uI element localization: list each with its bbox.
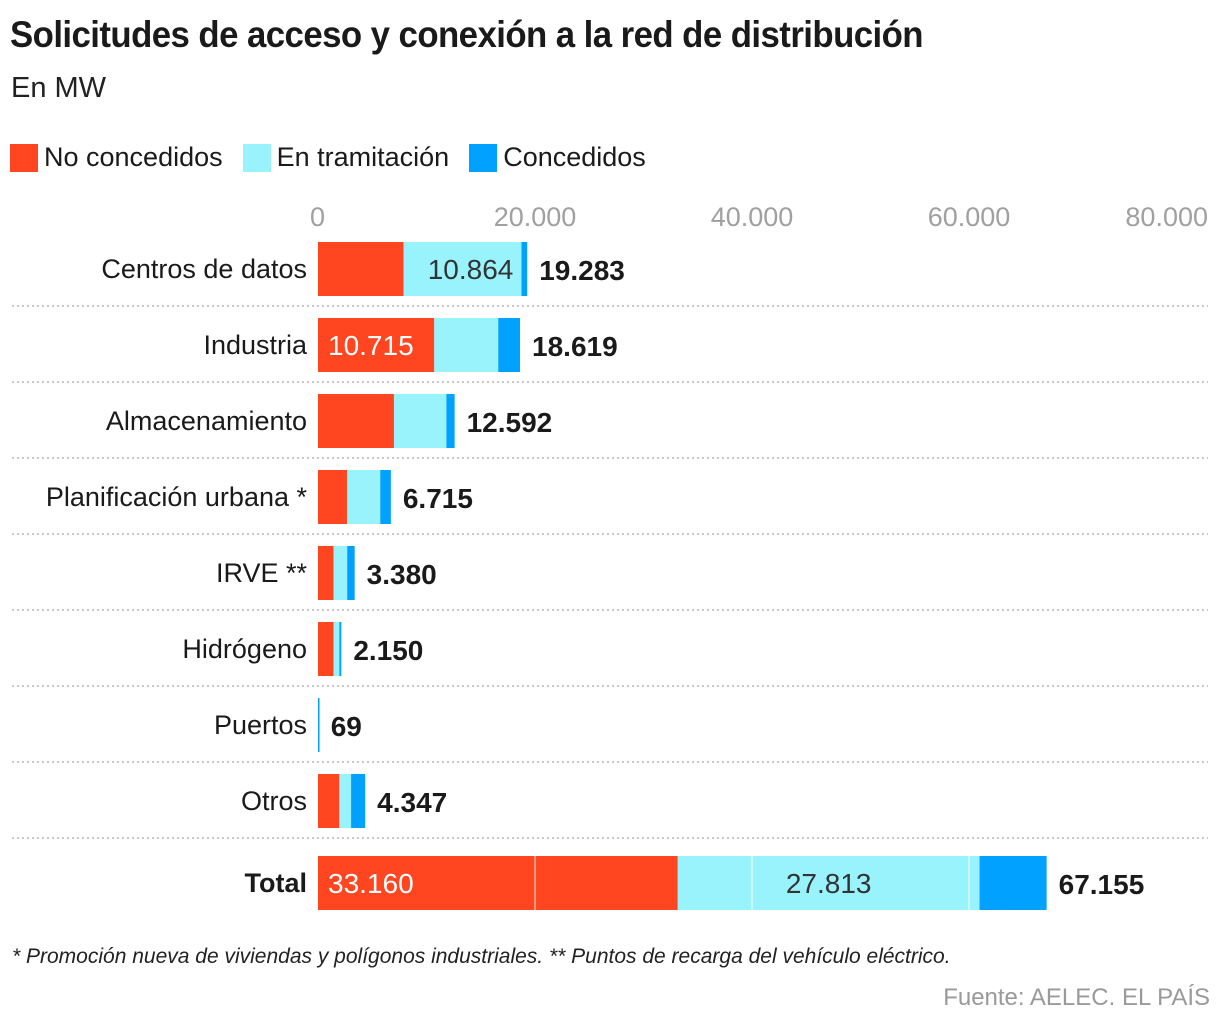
bar-segment-no-concedidos	[318, 856, 678, 910]
footnote: * Promoción nueva de viviendas y polígon…	[12, 945, 951, 968]
bar-segment-concedidos	[347, 546, 355, 600]
total-value-label: 67.155	[1059, 869, 1145, 900]
bar-segment-concedidos	[979, 856, 1047, 910]
total-value-label: 2.150	[353, 635, 423, 666]
total-value-label: 18.619	[532, 331, 618, 362]
total-value-label: 6.715	[403, 483, 473, 514]
legend-item-en-tramitacion: En tramitación	[242, 142, 450, 173]
category-label: Centros de datos	[101, 254, 307, 284]
bar-segment-en-tramitación	[677, 856, 980, 910]
category-label: Industria	[203, 330, 308, 360]
category-label: Hidrógeno	[182, 634, 307, 664]
total-value-label: 69	[331, 711, 362, 742]
bar-segment-concedidos	[351, 774, 366, 828]
bar-segment-en-tramitación	[434, 318, 499, 372]
bar-segment-no-concedidos	[318, 622, 334, 676]
category-label: Planificación urbana *	[46, 482, 308, 512]
category-label: Almacenamiento	[106, 406, 307, 436]
bar-segment-en-tramitación	[339, 774, 352, 828]
chart-plot: 0 20.000 40.000 60.000 80.000 Centros de dato…	[12, 202, 1208, 910]
segment-label: 10.715	[328, 330, 414, 361]
bar-segment-no-concedidos	[318, 774, 340, 828]
category-label: Puertos	[214, 710, 307, 740]
x-tick-label: 0	[310, 202, 325, 232]
bar-segment-concedidos	[380, 470, 391, 524]
total-value-label: 3.380	[367, 559, 437, 590]
bar-segment-concedidos	[446, 394, 455, 448]
chart-title: Solicitudes de acceso y conexión a la re…	[10, 14, 924, 55]
category-label: Total	[245, 868, 308, 898]
total-value-label: 19.283	[539, 255, 625, 286]
bar-segment-en-tramitación	[333, 546, 348, 600]
legend-swatch-en-tramitacion	[242, 143, 271, 172]
x-tick-label: 80.000	[1125, 202, 1208, 232]
bar-segment-concedidos	[339, 622, 342, 676]
category-label: IRVE **	[216, 558, 308, 588]
legend-swatch-no-concedidos	[10, 143, 38, 172]
segment-label: 10.864	[428, 254, 514, 285]
legend-label: No concedidos	[44, 142, 223, 172]
bar-segment-no-concedidos	[318, 546, 334, 600]
bar-segment-concedidos	[318, 698, 320, 752]
category-label: Otros	[241, 786, 307, 816]
legend-label: Concedidos	[503, 142, 646, 172]
source-credit: Fuente: AELEC. EL PAÍS	[943, 984, 1210, 1011]
legend-swatch-concedidos	[469, 143, 498, 172]
bar-segment-no-concedidos	[318, 318, 435, 372]
bar-segment-en-tramitación	[333, 622, 340, 676]
legend: No concedidos En tramitación Concedidos	[10, 142, 666, 173]
bar-segment-concedidos	[498, 318, 521, 372]
bar-segment-no-concedidos	[318, 394, 394, 448]
total-value-label: 4.347	[377, 787, 447, 818]
bar-segment-en-tramitación	[347, 470, 381, 524]
bar-segment-en-tramitación	[393, 394, 447, 448]
bar-segment-en-tramitación	[403, 242, 522, 296]
chart-subtitle: En MW	[11, 72, 107, 104]
legend-item-no-concedidos: No concedidos	[10, 142, 223, 173]
legend-label: En tramitación	[276, 142, 450, 172]
segment-label: 27.813	[786, 868, 872, 899]
segment-label: 33.160	[328, 868, 414, 899]
bar-segment-no-concedidos	[318, 470, 348, 524]
x-tick-label: 40.000	[711, 202, 794, 232]
bar-segment-no-concedidos	[318, 242, 404, 296]
x-tick-label: 20.000	[494, 202, 577, 232]
bar-segment-concedidos	[521, 242, 528, 296]
x-tick-label: 60.000	[928, 202, 1011, 232]
total-value-label: 12.592	[467, 407, 553, 438]
legend-item-concedidos: Concedidos	[469, 142, 646, 173]
